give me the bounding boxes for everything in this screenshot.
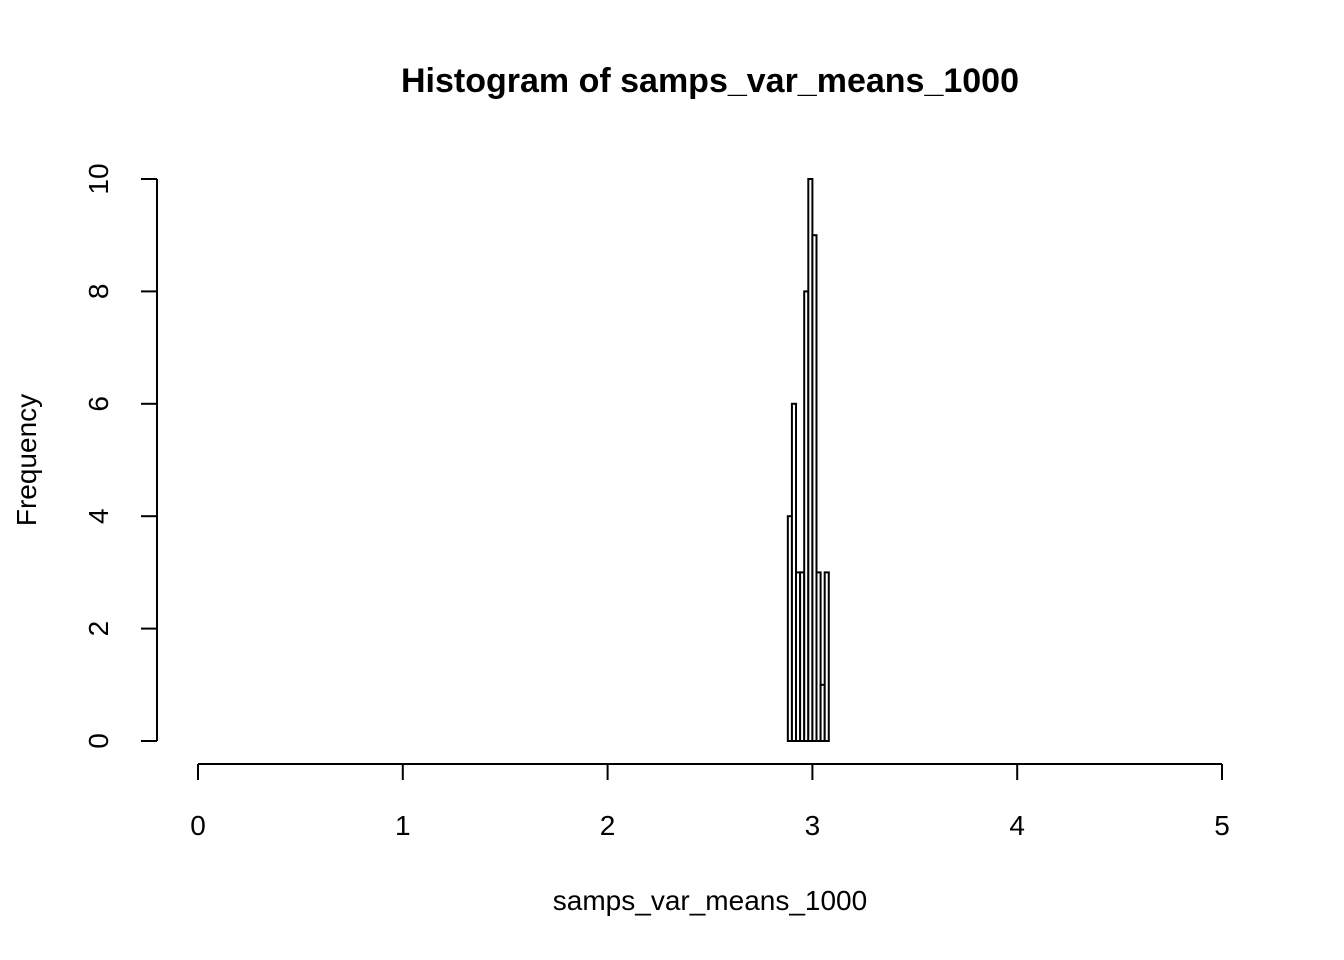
y-tick-label-0: 0 <box>83 733 114 749</box>
x-tick-label-1: 1 <box>395 810 411 841</box>
y-axis-label: Frequency <box>11 394 42 526</box>
bars-group <box>786 178 830 743</box>
y-tick-label-4: 8 <box>83 284 114 300</box>
chart-title: Histogram of samps_var_means_1000 <box>401 62 1019 100</box>
y-tick-label-2: 4 <box>83 508 114 524</box>
y-tick-label-1: 2 <box>83 621 114 637</box>
y-axis: 0 2 4 6 8 10 <box>83 163 158 749</box>
histogram-bar-6 <box>811 234 818 742</box>
y-tick-label-3: 6 <box>83 396 114 412</box>
histogram-bar-9 <box>823 571 830 743</box>
y-tick-label-5: 10 <box>83 163 114 194</box>
x-tick-label-4: 4 <box>1009 810 1025 841</box>
x-axis: 0 1 2 3 4 5 <box>190 763 1230 841</box>
x-tick-label-5: 5 <box>1214 810 1230 841</box>
x-tick-label-3: 3 <box>805 810 821 841</box>
x-tick-label-0: 0 <box>190 810 206 841</box>
x-axis-label: samps_var_means_1000 <box>553 885 867 916</box>
histogram-bar-7 <box>815 571 822 743</box>
x-tick-label-2: 2 <box>600 810 616 841</box>
